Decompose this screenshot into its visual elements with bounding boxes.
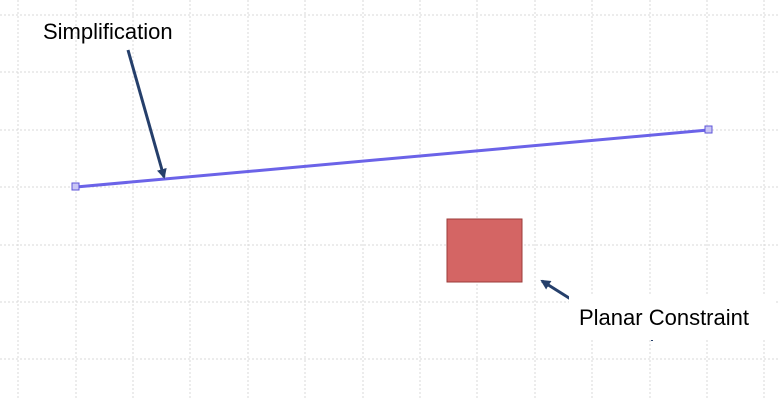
simplification-line[interactable] bbox=[75, 128, 709, 189]
simplification-label: Simplification bbox=[43, 19, 173, 44]
line-start-handle-icon[interactable] bbox=[71, 182, 80, 191]
planar-constraint-label-background bbox=[569, 296, 776, 340]
planar-constraint-label: Planar Constraint bbox=[579, 305, 749, 330]
line-end-handle-icon[interactable] bbox=[704, 125, 713, 134]
simplification-arrow-icon bbox=[126, 49, 167, 179]
planar-rectangle[interactable] bbox=[446, 218, 523, 283]
